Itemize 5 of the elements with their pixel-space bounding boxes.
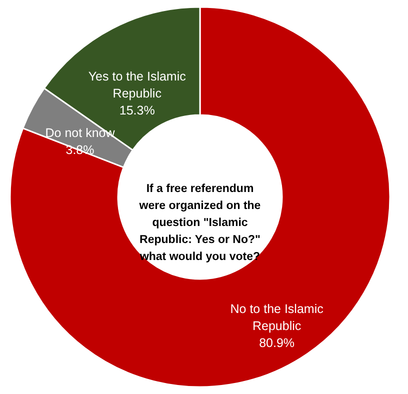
slice-label: Yes to the Islamic Republic (88, 69, 186, 100)
slice-label: No to the Islamic Republic (230, 302, 324, 334)
donut-slice (9, 6, 391, 388)
data-label: 15.3% (119, 103, 155, 118)
data-label: 80.9% (259, 336, 295, 350)
